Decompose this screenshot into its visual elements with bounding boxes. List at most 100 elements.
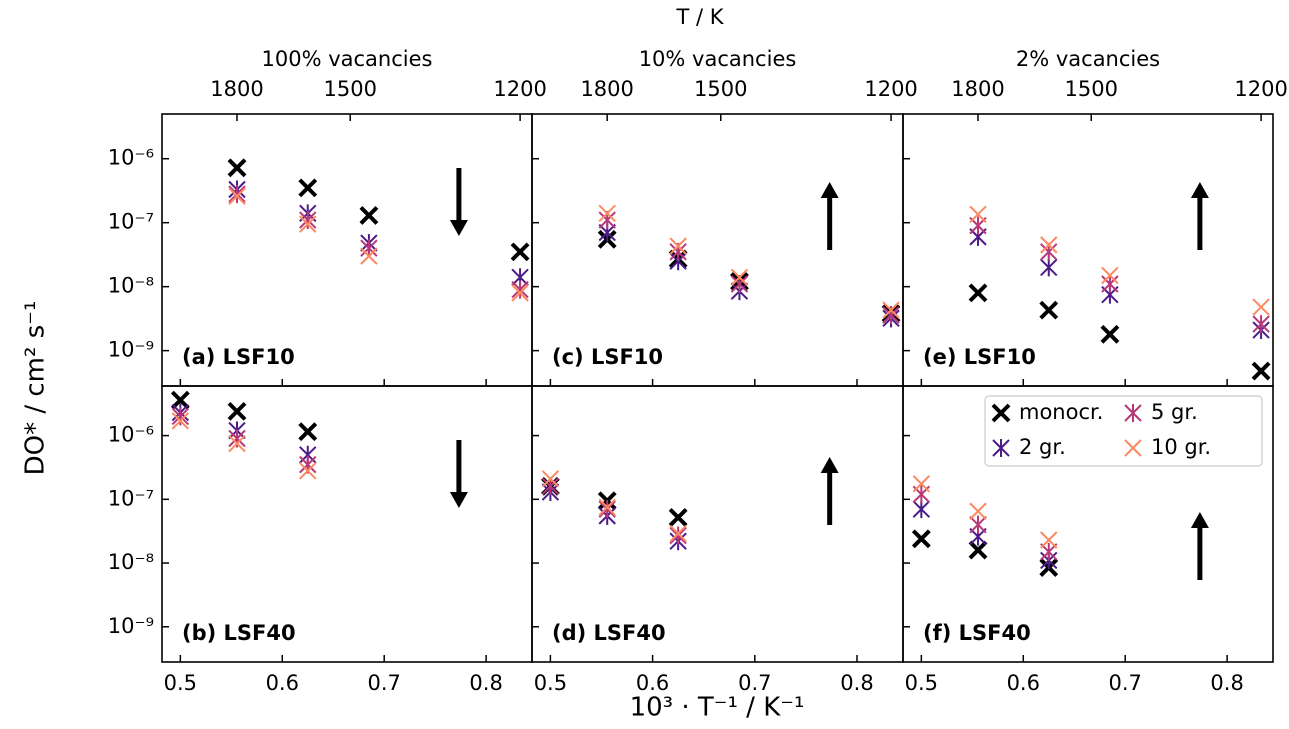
x-tick-label: 0.8 bbox=[469, 671, 502, 695]
trend-arrow-head bbox=[820, 457, 839, 473]
marker bbox=[227, 158, 247, 178]
marker bbox=[969, 515, 987, 534]
marker bbox=[360, 239, 378, 258]
marker bbox=[227, 401, 247, 421]
column-title: 100% vacancies bbox=[262, 47, 433, 71]
marker bbox=[511, 284, 529, 302]
marker bbox=[1040, 236, 1058, 254]
marker bbox=[541, 477, 560, 496]
marker bbox=[228, 185, 246, 204]
y-tick-label: 10⁻⁸ bbox=[108, 274, 154, 298]
panel-label: (e) LSF10 bbox=[923, 345, 1036, 369]
legend-marker bbox=[1124, 404, 1142, 422]
legend-marker bbox=[1124, 439, 1142, 457]
legend-box bbox=[984, 395, 1263, 467]
marker bbox=[1039, 300, 1059, 320]
marker bbox=[171, 412, 190, 430]
legend-label: 10 gr. bbox=[1151, 435, 1211, 459]
legend-marker bbox=[992, 439, 1010, 457]
marker bbox=[1100, 324, 1120, 344]
marker bbox=[1040, 258, 1058, 277]
top-tick-label: 1800 bbox=[951, 77, 1004, 101]
x-tick-label: 0.8 bbox=[1210, 671, 1243, 695]
y-tick-label: 10⁻⁶ bbox=[108, 146, 154, 170]
marker bbox=[911, 529, 931, 549]
top-tick-label: 1500 bbox=[324, 77, 377, 101]
x-tick-label: 0.7 bbox=[368, 671, 401, 695]
marker bbox=[598, 204, 616, 223]
marker bbox=[598, 498, 616, 516]
legend-label: 2 gr. bbox=[1019, 435, 1066, 459]
trend-arrow-head bbox=[820, 182, 839, 198]
column-title: 2% vacancies bbox=[1016, 47, 1160, 71]
y-axis-label: DO* / cm² s⁻¹ bbox=[21, 301, 51, 476]
marker bbox=[360, 247, 378, 265]
legend-label: monocr. bbox=[1019, 400, 1103, 424]
x-axis-label: 10³ · T⁻¹ / K⁻¹ bbox=[630, 693, 805, 723]
x-tick-label: 0.6 bbox=[266, 671, 299, 695]
marker bbox=[228, 434, 246, 453]
panel-label: (a) LSF10 bbox=[182, 345, 295, 369]
marker bbox=[1101, 266, 1119, 285]
x-tick-label: 0.6 bbox=[636, 671, 669, 695]
marker bbox=[511, 280, 529, 299]
marker bbox=[171, 407, 190, 426]
marker bbox=[170, 390, 190, 410]
x-tick-label: 0.7 bbox=[738, 671, 771, 695]
x-tick-label: 0.6 bbox=[1007, 671, 1040, 695]
x-tick-label: 0.5 bbox=[164, 671, 197, 695]
y-tick-label: 10⁻⁷ bbox=[108, 486, 154, 510]
marker bbox=[882, 301, 900, 319]
x-tick-label: 0.7 bbox=[1109, 671, 1142, 695]
markers bbox=[227, 158, 530, 302]
top-tick-label: 1500 bbox=[1065, 77, 1118, 101]
marker bbox=[1251, 361, 1271, 381]
markers bbox=[540, 470, 688, 551]
panel-frame bbox=[902, 385, 1274, 663]
marker bbox=[298, 178, 318, 198]
top-tick-label: 1800 bbox=[210, 77, 263, 101]
top-tick-label: 1500 bbox=[694, 77, 747, 101]
marker bbox=[510, 242, 530, 262]
marker bbox=[668, 507, 688, 527]
top-tick-label: 1200 bbox=[493, 77, 546, 101]
column-title: 10% vacancies bbox=[639, 47, 797, 71]
marker bbox=[912, 485, 931, 504]
marker bbox=[1252, 315, 1270, 334]
marker bbox=[669, 237, 687, 255]
marker bbox=[669, 524, 687, 543]
y-tick-label: 10⁻⁹ bbox=[108, 338, 154, 362]
x-tick-label: 0.5 bbox=[905, 671, 938, 695]
marker bbox=[541, 470, 560, 488]
panel-label: (c) LSF10 bbox=[552, 345, 663, 369]
markers bbox=[597, 204, 901, 328]
y-tick-label: 10⁻⁷ bbox=[108, 210, 154, 234]
marker bbox=[299, 211, 317, 230]
legend-label: 5 gr. bbox=[1151, 400, 1198, 424]
marker bbox=[299, 215, 317, 233]
y-tick-label: 10⁻⁸ bbox=[108, 550, 154, 574]
trend-arrow-head bbox=[449, 492, 468, 508]
marker bbox=[968, 540, 988, 560]
marker bbox=[299, 462, 317, 480]
y-tick-label: 10⁻⁶ bbox=[108, 423, 154, 447]
y-tick-label: 10⁻⁹ bbox=[108, 614, 154, 638]
marker bbox=[1101, 275, 1119, 294]
marker bbox=[598, 500, 616, 519]
trend-arrow-head bbox=[449, 220, 468, 236]
trend-arrow-head bbox=[1190, 512, 1209, 528]
trend-arrow-head bbox=[1190, 182, 1209, 198]
legend-marker bbox=[991, 403, 1011, 423]
marker bbox=[969, 205, 987, 224]
top-axis-label: T / K bbox=[675, 5, 724, 29]
top-tick-label: 1800 bbox=[580, 77, 633, 101]
marker bbox=[969, 502, 987, 520]
marker bbox=[298, 422, 318, 442]
top-tick-label: 1200 bbox=[1234, 77, 1287, 101]
markers bbox=[968, 205, 1271, 381]
x-tick-label: 0.8 bbox=[840, 671, 873, 695]
marker bbox=[730, 268, 749, 287]
markers bbox=[170, 390, 318, 480]
marker bbox=[228, 187, 246, 205]
